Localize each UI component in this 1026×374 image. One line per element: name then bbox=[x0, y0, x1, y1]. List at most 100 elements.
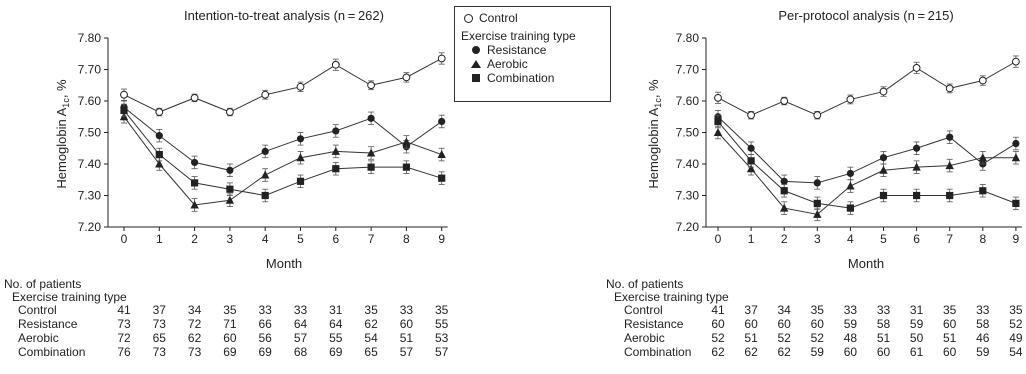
x-tick-label: 3 bbox=[814, 232, 821, 246]
x-tick-label: 4 bbox=[847, 232, 854, 246]
patients-table-itt: No. of patients Exercise training type Con… bbox=[0, 278, 448, 374]
cell-value: 57 bbox=[293, 331, 308, 345]
cell-value: 34 bbox=[187, 303, 202, 317]
data-point bbox=[296, 82, 305, 91]
data-point bbox=[978, 153, 987, 162]
cell-value: 51 bbox=[943, 331, 957, 345]
data-point bbox=[261, 90, 270, 99]
table-heading: No. of patients bbox=[606, 277, 684, 291]
cell-value: 48 bbox=[843, 331, 858, 345]
data-point bbox=[367, 114, 375, 122]
cell-value: 51 bbox=[399, 331, 414, 345]
cell-value: 49 bbox=[1009, 331, 1023, 345]
legend-item-control: Control bbox=[461, 11, 604, 25]
data-point bbox=[367, 81, 376, 90]
row-label: Resistance bbox=[624, 317, 684, 331]
table-subheading: Exercise training type bbox=[614, 290, 729, 304]
data-point bbox=[913, 191, 921, 200]
data-point bbox=[332, 127, 340, 135]
legend-group-title: Exercise training type bbox=[461, 29, 576, 43]
data-point bbox=[296, 135, 305, 143]
row-label: Aerobic bbox=[18, 331, 59, 345]
cell-value: 69 bbox=[223, 345, 237, 359]
x-tick-label: 5 bbox=[880, 232, 887, 246]
cell-value: 60 bbox=[744, 317, 758, 331]
x-tick-label: 6 bbox=[332, 232, 339, 246]
data-point bbox=[367, 163, 375, 171]
x-tick-label: 1 bbox=[156, 232, 163, 246]
x-tick-label: 9 bbox=[438, 232, 445, 246]
data-point bbox=[438, 174, 446, 182]
y-tick-label: 7.60 bbox=[676, 94, 700, 108]
cell-value: 37 bbox=[152, 303, 166, 317]
cell-value: 55 bbox=[435, 317, 449, 331]
data-point bbox=[402, 73, 411, 82]
series-aerobic bbox=[119, 110, 446, 212]
data-point bbox=[879, 154, 888, 162]
x-tick-label: 7 bbox=[368, 232, 375, 246]
cell-value: 41 bbox=[117, 303, 131, 317]
series-line bbox=[717, 116, 1017, 184]
x-tick-label: 9 bbox=[1013, 232, 1020, 246]
row-label: Resistance bbox=[18, 317, 78, 331]
y-tick-label: 7.80 bbox=[676, 31, 700, 45]
data-point bbox=[813, 209, 822, 218]
data-point bbox=[879, 165, 888, 174]
y-tick-label: 7.50 bbox=[78, 126, 102, 140]
chart-title: Intention-to-treat analysis (n = 262) bbox=[184, 8, 384, 23]
data-point bbox=[946, 133, 954, 141]
x-tick-label: 7 bbox=[946, 232, 953, 246]
data-point bbox=[780, 187, 788, 195]
cell-value: 60 bbox=[711, 317, 725, 331]
cell-value: 54 bbox=[1009, 345, 1023, 359]
cell-value: 33 bbox=[399, 303, 414, 317]
cell-value: 73 bbox=[152, 317, 166, 331]
data-point bbox=[846, 204, 854, 212]
data-point bbox=[190, 93, 199, 102]
y-tick-label: 7.60 bbox=[78, 94, 102, 108]
cell-value: 33 bbox=[293, 303, 308, 317]
cell-value: 65 bbox=[152, 331, 166, 345]
data-point bbox=[402, 163, 410, 171]
y-tick-label: 7.20 bbox=[78, 220, 102, 234]
x-tick-label: 2 bbox=[781, 232, 788, 246]
data-point bbox=[155, 108, 164, 116]
cell-value: 61 bbox=[909, 345, 924, 359]
cell-value: 76 bbox=[117, 345, 131, 359]
data-point bbox=[846, 95, 855, 104]
cell-value: 41 bbox=[711, 303, 725, 317]
cell-value: 59 bbox=[976, 345, 990, 359]
data-point bbox=[780, 177, 788, 185]
data-point bbox=[1012, 139, 1020, 148]
cell-value: 60 bbox=[943, 317, 957, 331]
plot-area: 7.20 7.30 7.40 7.50 7.60 7.70 7.80 0 1 2 3 4 5 6 7 8 9 bbox=[78, 31, 448, 246]
series-combination bbox=[120, 103, 446, 203]
data-point bbox=[191, 179, 199, 187]
data-point bbox=[912, 162, 921, 171]
cell-value: 31 bbox=[329, 303, 343, 317]
cell-value: 64 bbox=[293, 317, 308, 331]
cell-value: 52 bbox=[1009, 317, 1023, 331]
cell-value: 62 bbox=[777, 345, 791, 359]
x-tick-label: 5 bbox=[297, 232, 304, 246]
cell-value: 64 bbox=[329, 317, 343, 331]
y-tick-label: 7.20 bbox=[676, 220, 700, 234]
cell-value: 59 bbox=[810, 345, 824, 359]
cell-value: 60 bbox=[223, 331, 237, 345]
series-line bbox=[123, 58, 442, 113]
cell-value: 52 bbox=[777, 331, 791, 345]
cell-value: 60 bbox=[843, 345, 858, 359]
data-point bbox=[879, 87, 888, 96]
cell-value: 53 bbox=[435, 331, 449, 345]
data-point bbox=[1012, 57, 1020, 66]
data-point bbox=[225, 195, 235, 204]
cell-value: 73 bbox=[187, 345, 202, 359]
cell-value: 52 bbox=[810, 331, 824, 345]
per-protocol-chart: Per-protocol analysis (n = 215) 7.20 7.30… bbox=[646, 8, 1022, 271]
y-tick-label: 7.70 bbox=[676, 63, 700, 77]
data-point bbox=[747, 111, 756, 120]
data-point bbox=[747, 144, 755, 152]
data-point bbox=[945, 84, 954, 93]
cell-value: 33 bbox=[976, 303, 990, 317]
cell-value: 35 bbox=[810, 303, 824, 317]
